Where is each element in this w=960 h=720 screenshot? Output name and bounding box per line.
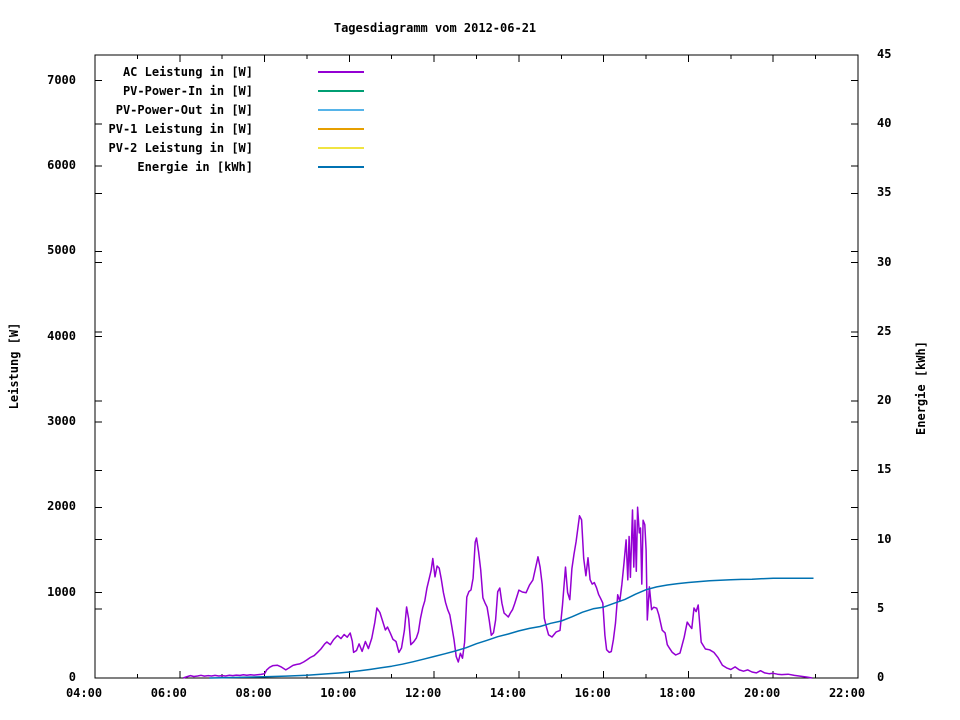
legend-row-ac-leistung: AC Leistung in [W]: [60, 62, 364, 81]
y2-tick-label: 0: [877, 670, 885, 684]
y1-tick-label: 5000: [47, 243, 76, 258]
energie-curve: [209, 577, 814, 679]
legend-row-pv-power-out: PV-Power-Out in [W]: [60, 100, 364, 119]
legend-line-sample: [318, 108, 364, 111]
legend-line-sample: [318, 70, 364, 73]
legend-line-sample: [318, 146, 364, 149]
y2-tick-label: 30: [877, 254, 892, 269]
y2-tick-label: 10: [877, 531, 892, 546]
legend-row-pv-power-in: PV-Power-In in [W]: [60, 81, 364, 100]
x-tick-label: 20:00: [744, 686, 781, 700]
y1-tick-label: 6000: [47, 157, 76, 172]
x-tick-label: 18:00: [659, 686, 696, 700]
y1-tick-label: 1000: [47, 584, 76, 599]
legend-label: AC Leistung in [W]: [122, 64, 253, 79]
y1-tick-label: 2000: [47, 499, 76, 514]
legend-line-sample: [318, 89, 364, 92]
x-tick-label: 10:00: [320, 686, 357, 700]
y1-tick-label: 3000: [47, 413, 76, 428]
legend: AC Leistung in [W] PV-Power-In in [W] PV…: [60, 62, 364, 176]
y1-tick-label: 4000: [47, 328, 76, 343]
y1-tick-label: 7000: [47, 72, 76, 87]
legend-label: PV-Power-Out in [W]: [115, 102, 253, 117]
x-tick-label: 22:00: [828, 686, 866, 700]
y2-tick-label: 15: [877, 462, 892, 477]
x-tick-label: 14:00: [489, 686, 526, 700]
legend-row-pv2-leistung: PV-2 Leistung in [W]: [60, 138, 364, 157]
y2-tick-label: 5: [877, 600, 885, 615]
x-tick-label: 04:00: [65, 686, 103, 700]
x-tick-label: 06:00: [150, 686, 187, 700]
legend-label: PV-1 Leistung in [W]: [108, 121, 254, 136]
legend-line-sample: [318, 165, 364, 168]
legend-label: PV-Power-In in [W]: [122, 83, 253, 98]
chart-title: Tagesdiagramm vom 2012-06-21: [333, 21, 537, 35]
x-tick-label: 08:00: [235, 686, 272, 700]
y2-tick-label: 20: [877, 393, 892, 408]
legend-label: Energie in [kWh]: [137, 159, 253, 174]
y-axis-label-right: Energie [kWh]: [914, 341, 928, 435]
legend-row-pv1-leistung: PV-1 Leistung in [W]: [60, 119, 364, 138]
y1-tick-label: 0: [68, 670, 76, 684]
y2-tick-label: 25: [877, 323, 892, 338]
ac-leistung-curve: [182, 506, 813, 679]
y2-tick-label: 40: [877, 116, 892, 131]
x-tick-label: 16:00: [574, 686, 611, 700]
legend-line-sample: [318, 127, 364, 130]
y2-tick-label: 35: [877, 185, 892, 200]
legend-label: PV-2 Leistung in [W]: [108, 140, 254, 155]
x-tick-label: 12:00: [405, 686, 442, 700]
y2-tick-label: 45: [877, 47, 892, 61]
legend-row-energie: Energie in [kWh]: [60, 157, 364, 176]
